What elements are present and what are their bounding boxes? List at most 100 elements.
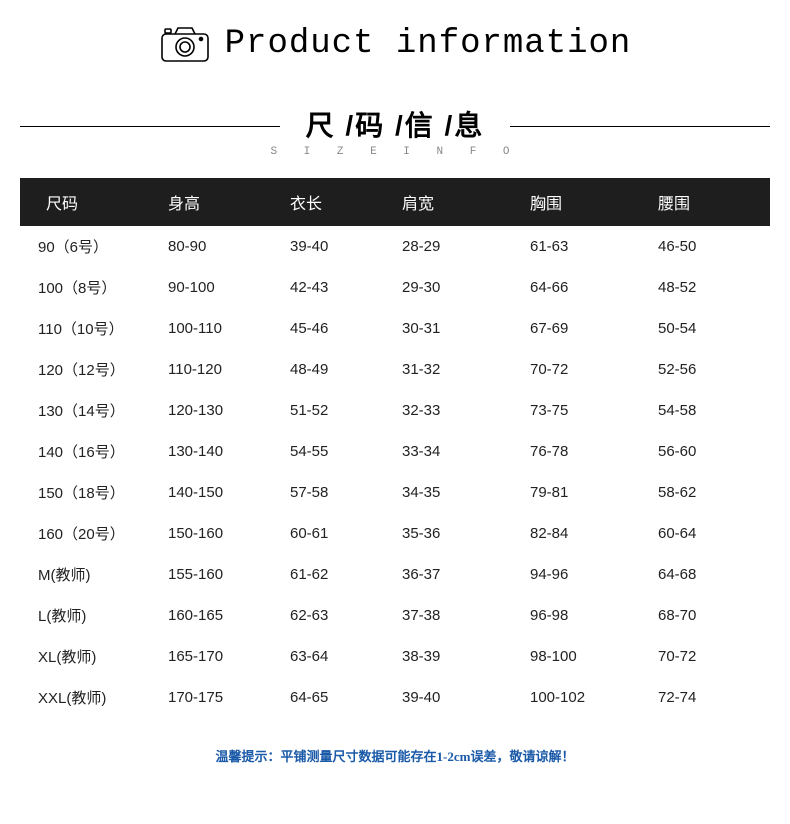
table-row: M(教师)155-16061-6236-3794-9664-68 [20,554,770,595]
table-row: 100（8号）90-10042-4329-3064-6648-52 [20,267,770,308]
table-row: 140（16号）130-14054-5533-3476-7856-60 [20,431,770,472]
table-cell: 35-36 [402,513,530,554]
table-cell: 130-140 [168,431,290,472]
table-cell: 51-52 [290,390,402,431]
col-header-waist: 腰围 [658,178,770,226]
table-cell: 52-56 [658,349,770,390]
table-row: XXL(教师)170-17564-6539-40100-10272-74 [20,677,770,718]
table-cell: 60-64 [658,513,770,554]
table-cell: 165-170 [168,636,290,677]
table-cell: 48-52 [658,267,770,308]
table-cell: 58-62 [658,472,770,513]
table-cell: 110-120 [168,349,290,390]
divider-line-right [510,126,770,127]
table-cell: 64-65 [290,677,402,718]
table-cell: 160（20号） [20,513,168,554]
table-row: 150（18号）140-15057-5834-3579-8158-62 [20,472,770,513]
table-cell: 160-165 [168,595,290,636]
table-cell: 32-33 [402,390,530,431]
table-cell: 50-54 [658,308,770,349]
table-cell: 39-40 [290,226,402,267]
section-title-block: 尺 /码 /信 /息 S I Z E I N F O [270,104,519,158]
table-cell: 34-35 [402,472,530,513]
table-cell: 68-70 [658,595,770,636]
table-cell: 100（8号） [20,267,168,308]
table-cell: XXL(教师) [20,677,168,718]
table-cell: 39-40 [402,677,530,718]
table-cell: 57-58 [290,472,402,513]
table-header-row: 尺码 身高 衣长 肩宽 胸围 腰围 [20,178,770,226]
table-cell: 110（10号） [20,308,168,349]
table-cell: 60-61 [290,513,402,554]
table-cell: 130（14号） [20,390,168,431]
table-cell: 64-68 [658,554,770,595]
col-header-shoulder: 肩宽 [402,178,530,226]
table-cell: 155-160 [168,554,290,595]
table-cell: 28-29 [402,226,530,267]
table-cell: 120（12号） [20,349,168,390]
table-row: 110（10号）100-11045-4630-3167-6950-54 [20,308,770,349]
table-cell: 61-63 [530,226,658,267]
table-cell: 150（18号） [20,472,168,513]
table-cell: 54-58 [658,390,770,431]
table-cell: 36-37 [402,554,530,595]
table-cell: 62-63 [290,595,402,636]
col-header-height: 身高 [168,178,290,226]
table-row: L(教师)160-16562-6337-3896-9868-70 [20,595,770,636]
table-cell: 61-62 [290,554,402,595]
table-cell: L(教师) [20,595,168,636]
table-cell: 56-60 [658,431,770,472]
table-row: 160（20号）150-16060-6135-3682-8460-64 [20,513,770,554]
table-cell: 42-43 [290,267,402,308]
table-cell: 31-32 [402,349,530,390]
table-cell: 80-90 [168,226,290,267]
size-section-header: 尺 /码 /信 /息 S I Z E I N F O [20,104,770,164]
table-cell: 45-46 [290,308,402,349]
table-body: 90（6号）80-9039-4028-2961-6346-50100（8号）90… [20,226,770,718]
table-cell: 70-72 [658,636,770,677]
table-cell: 72-74 [658,677,770,718]
table-cell: 140（16号） [20,431,168,472]
table-row: 130（14号）120-13051-5232-3373-7554-58 [20,390,770,431]
size-table: 尺码 身高 衣长 肩宽 胸围 腰围 90（6号）80-9039-4028-296… [20,178,770,718]
table-cell: 76-78 [530,431,658,472]
measurement-footnote: 温馨提示：平铺测量尺寸数据可能存在1-2cm误差，敬请谅解！ [0,746,790,765]
table-cell: 63-64 [290,636,402,677]
table-cell: 70-72 [530,349,658,390]
table-cell: 100-110 [168,308,290,349]
table-row: XL(教师)165-17063-6438-3998-10070-72 [20,636,770,677]
section-title-en: S I Z E I N F O [270,146,519,158]
table-cell: 73-75 [530,390,658,431]
table-cell: 100-102 [530,677,658,718]
table-cell: 96-98 [530,595,658,636]
col-header-size: 尺码 [20,178,168,226]
table-cell: 90（6号） [20,226,168,267]
table-cell: 98-100 [530,636,658,677]
table-cell: XL(教师) [20,636,168,677]
table-cell: 54-55 [290,431,402,472]
table-cell: 33-34 [402,431,530,472]
table-cell: 67-69 [530,308,658,349]
table-cell: 82-84 [530,513,658,554]
table-cell: 37-38 [402,595,530,636]
table-cell: M(教师) [20,554,168,595]
table-cell: 79-81 [530,472,658,513]
table-cell: 170-175 [168,677,290,718]
table-cell: 46-50 [658,226,770,267]
table-cell: 29-30 [402,267,530,308]
table-cell: 150-160 [168,513,290,554]
col-header-length: 衣长 [290,178,402,226]
table-cell: 30-31 [402,308,530,349]
table-row: 90（6号）80-9039-4028-2961-6346-50 [20,226,770,267]
divider-line-left [20,126,280,127]
table-cell: 64-66 [530,267,658,308]
section-title-cn: 尺 /码 /信 /息 [270,104,519,144]
table-cell: 140-150 [168,472,290,513]
table-cell: 120-130 [168,390,290,431]
product-info-title: Product information [225,25,632,63]
col-header-chest: 胸围 [530,178,658,226]
table-cell: 90-100 [168,267,290,308]
table-cell: 48-49 [290,349,402,390]
page-header: Product information [0,0,790,74]
table-cell: 94-96 [530,554,658,595]
